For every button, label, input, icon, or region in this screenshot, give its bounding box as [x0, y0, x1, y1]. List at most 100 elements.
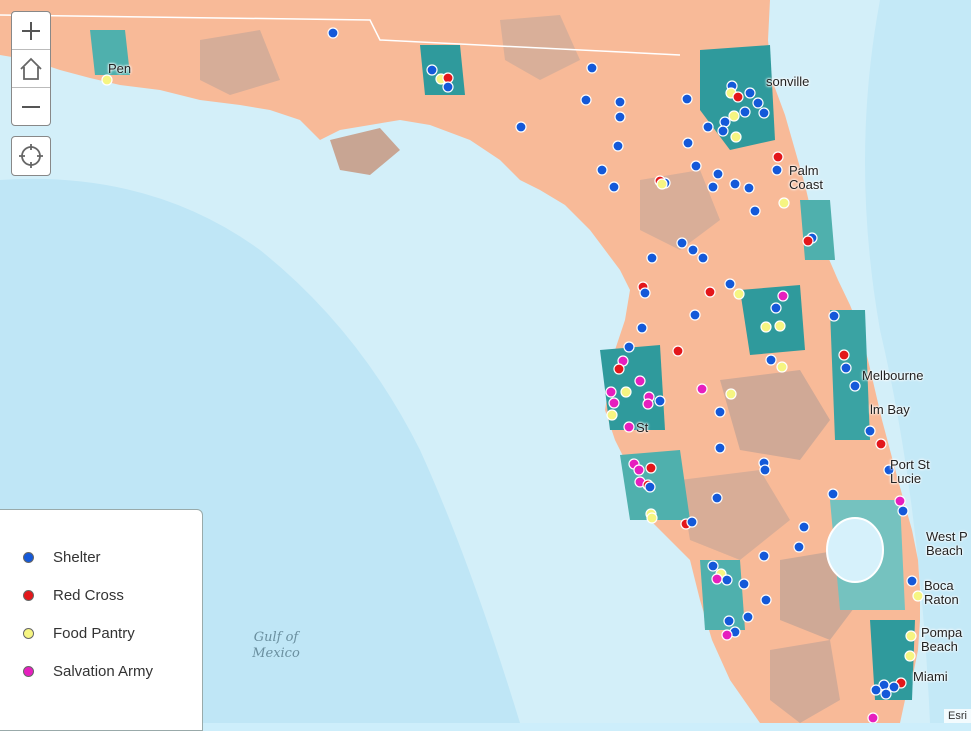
- shelter-marker[interactable]: [687, 244, 699, 256]
- shelter-marker[interactable]: [828, 310, 840, 322]
- shelter-marker[interactable]: [686, 516, 698, 528]
- food-pantry-marker[interactable]: [760, 321, 772, 333]
- food-pantry-marker[interactable]: [728, 110, 740, 122]
- shelter-marker[interactable]: [608, 181, 620, 193]
- food-pantry-marker[interactable]: [912, 590, 924, 602]
- shelter-marker[interactable]: [798, 521, 810, 533]
- shelter-marker[interactable]: [729, 178, 741, 190]
- shelter-marker[interactable]: [721, 574, 733, 586]
- locate-button[interactable]: [11, 136, 51, 176]
- shelter-marker[interactable]: [614, 111, 626, 123]
- shelter-marker[interactable]: [744, 87, 756, 99]
- home-button[interactable]: [12, 50, 50, 88]
- shelter-marker[interactable]: [623, 341, 635, 353]
- food-pantry-marker[interactable]: [656, 178, 668, 190]
- shelter-marker[interactable]: [906, 575, 918, 587]
- shelter-marker[interactable]: [758, 550, 770, 562]
- shelter-marker[interactable]: [849, 380, 861, 392]
- map-attribution[interactable]: Esri: [944, 709, 971, 723]
- red-cross-marker[interactable]: [875, 438, 887, 450]
- salvation-army-marker[interactable]: [894, 495, 906, 507]
- food-pantry-marker[interactable]: [776, 361, 788, 373]
- shelter-marker[interactable]: [771, 164, 783, 176]
- shelter-marker[interactable]: [689, 309, 701, 321]
- shelter-marker[interactable]: [888, 681, 900, 693]
- shelter-marker[interactable]: [723, 615, 735, 627]
- food-pantry-marker[interactable]: [620, 386, 632, 398]
- shelter-marker[interactable]: [515, 121, 527, 133]
- shelter-marker[interactable]: [827, 488, 839, 500]
- shelter-marker[interactable]: [646, 252, 658, 264]
- salvation-army-marker[interactable]: [867, 712, 879, 723]
- shelter-marker[interactable]: [426, 64, 438, 76]
- shelter-marker[interactable]: [636, 322, 648, 334]
- shelter-marker[interactable]: [639, 287, 651, 299]
- shelter-marker[interactable]: [681, 93, 693, 105]
- shelter-marker[interactable]: [897, 505, 909, 517]
- red-cross-marker[interactable]: [672, 345, 684, 357]
- shelter-marker[interactable]: [765, 354, 777, 366]
- shelter-marker[interactable]: [614, 96, 626, 108]
- salvation-army-marker[interactable]: [605, 386, 617, 398]
- food-pantry-marker[interactable]: [730, 131, 742, 143]
- shelter-marker[interactable]: [690, 160, 702, 172]
- salvation-army-marker[interactable]: [634, 375, 646, 387]
- red-cross-marker[interactable]: [802, 235, 814, 247]
- shelter-marker[interactable]: [712, 168, 724, 180]
- shelter-marker[interactable]: [580, 94, 592, 106]
- red-cross-marker[interactable]: [645, 462, 657, 474]
- red-cross-marker[interactable]: [838, 349, 850, 361]
- shelter-marker[interactable]: [697, 252, 709, 264]
- salvation-army-marker[interactable]: [721, 629, 733, 641]
- red-cross-marker[interactable]: [704, 286, 716, 298]
- food-pantry-marker[interactable]: [774, 320, 786, 332]
- shelter-marker[interactable]: [327, 27, 339, 39]
- shelter-marker[interactable]: [738, 578, 750, 590]
- food-pantry-marker[interactable]: [905, 630, 917, 642]
- shelter-marker[interactable]: [840, 362, 852, 374]
- food-pantry-marker[interactable]: [778, 197, 790, 209]
- shelter-marker[interactable]: [717, 125, 729, 137]
- red-cross-marker[interactable]: [772, 151, 784, 163]
- salvation-army-marker[interactable]: [633, 464, 645, 476]
- shelter-marker[interactable]: [880, 688, 892, 700]
- shelter-marker[interactable]: [743, 182, 755, 194]
- shelter-marker[interactable]: [793, 541, 805, 553]
- shelter-marker[interactable]: [714, 442, 726, 454]
- shelter-marker[interactable]: [612, 140, 624, 152]
- food-pantry-marker[interactable]: [646, 512, 658, 524]
- map-markers[interactable]: [101, 27, 924, 723]
- shelter-marker[interactable]: [719, 116, 731, 128]
- shelter-marker[interactable]: [749, 205, 761, 217]
- salvation-army-marker[interactable]: [696, 383, 708, 395]
- shelter-marker[interactable]: [883, 464, 895, 476]
- shelter-marker[interactable]: [702, 121, 714, 133]
- shelter-marker[interactable]: [682, 137, 694, 149]
- shelter-marker[interactable]: [714, 406, 726, 418]
- shelter-marker[interactable]: [752, 97, 764, 109]
- shelter-marker[interactable]: [442, 81, 454, 93]
- shelter-marker[interactable]: [758, 107, 770, 119]
- shelter-marker[interactable]: [586, 62, 598, 74]
- food-pantry-marker[interactable]: [101, 74, 113, 86]
- shelter-marker[interactable]: [654, 395, 666, 407]
- red-cross-marker[interactable]: [732, 91, 744, 103]
- food-pantry-marker[interactable]: [904, 650, 916, 662]
- shelter-marker[interactable]: [724, 278, 736, 290]
- shelter-marker[interactable]: [759, 464, 771, 476]
- salvation-army-marker[interactable]: [642, 398, 654, 410]
- shelter-marker[interactable]: [596, 164, 608, 176]
- zoom-out-button[interactable]: [12, 88, 50, 125]
- shelter-marker[interactable]: [711, 492, 723, 504]
- salvation-army-marker[interactable]: [623, 421, 635, 433]
- food-pantry-marker[interactable]: [733, 288, 745, 300]
- shelter-marker[interactable]: [742, 611, 754, 623]
- red-cross-marker[interactable]: [613, 363, 625, 375]
- shelter-marker[interactable]: [864, 425, 876, 437]
- shelter-marker[interactable]: [707, 560, 719, 572]
- food-pantry-marker[interactable]: [606, 409, 618, 421]
- shelter-marker[interactable]: [676, 237, 688, 249]
- shelter-marker[interactable]: [770, 302, 782, 314]
- salvation-army-marker[interactable]: [608, 397, 620, 409]
